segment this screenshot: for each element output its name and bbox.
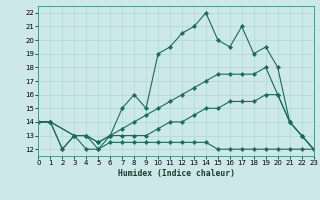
X-axis label: Humidex (Indice chaleur): Humidex (Indice chaleur) <box>117 169 235 178</box>
